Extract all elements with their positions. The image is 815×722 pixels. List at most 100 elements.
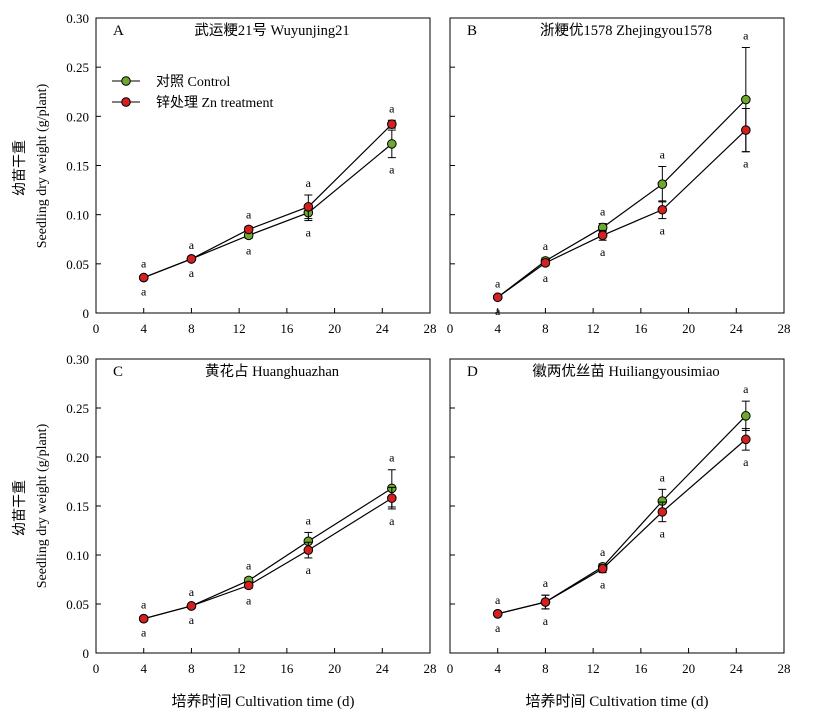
data-point (657, 204, 668, 215)
y-tick-label: 0.10 (66, 548, 89, 563)
data-point (138, 613, 149, 624)
x-tick-label: 28 (424, 321, 437, 336)
significance-letter: a (306, 176, 312, 190)
panels-group: 0 4 8 12 16 20 24 28 0 0.05 0.10 0.15 0.20 0.25 0.30 A 武… (66, 11, 790, 676)
panel-b-title: 浙粳优1578 Zhejingyou1578 (540, 22, 712, 39)
x-tick-label: 16 (280, 321, 294, 336)
x-tick-label: 12 (587, 321, 600, 336)
data-point (597, 563, 608, 574)
x-tick-label: 20 (682, 321, 695, 336)
series-control (138, 129, 397, 283)
series-line (143, 143, 393, 279)
significance-letter: a (246, 243, 252, 257)
significance-letter: a (389, 101, 395, 115)
panel-c-title: 黄花占 Huanghuazhan (205, 363, 340, 380)
significance-letter: a (141, 598, 147, 612)
panel-a-letter: A (113, 23, 124, 39)
x-tick-label: 12 (587, 661, 600, 676)
y-tick-label: 0.10 (66, 208, 89, 223)
significance-letter: a (743, 455, 749, 469)
x-tick-label: 8 (542, 661, 549, 676)
data-point (243, 580, 254, 591)
data-point (492, 609, 503, 619)
x-tick-label: 0 (447, 661, 454, 676)
panel-a: 0 4 8 12 16 20 24 28 0 0.05 0.10 0.15 0.20 0.25 0.30 A 武… (66, 11, 436, 336)
x-tick-label: 20 (682, 661, 695, 676)
y-tick-label: 0.30 (66, 352, 89, 367)
significance-letter: a (660, 147, 666, 161)
y-tick-label: 0.25 (66, 60, 89, 75)
data-point (741, 411, 751, 421)
significance-letter: a (189, 613, 195, 627)
data-point (657, 507, 668, 517)
data-point (492, 292, 503, 303)
series-control (138, 469, 397, 624)
legend-label-zn: 锌处理 Zn treatment (156, 95, 274, 111)
x-axis-label-right: 培养时间 Cultivation time (d) (526, 693, 709, 710)
y-tick-label: 0.15 (66, 159, 89, 174)
series-zn (138, 119, 397, 283)
y-axis-label-cn-bottom: 幼苗干重 (12, 480, 28, 536)
x-tick-label: 28 (778, 661, 791, 676)
data-point (387, 119, 397, 129)
data-point (243, 224, 254, 235)
significance-letter: a (495, 593, 501, 607)
data-point (387, 139, 397, 149)
panel-a-title: 武运粳21号 Wuyunjing21 (194, 22, 349, 39)
significance-letter: a (495, 276, 501, 290)
data-point (303, 202, 314, 212)
legend-marker-zn (121, 97, 131, 107)
data-point (540, 258, 551, 268)
legend-item-control: 对照 Control (112, 74, 230, 90)
y-tick-label: 0.05 (66, 597, 89, 612)
significance-letter: a (743, 157, 749, 171)
x-tick-label: 24 (730, 321, 744, 336)
x-tick-label: 4 (140, 661, 147, 676)
x-tick-label: 12 (233, 321, 246, 336)
y-axis-label-cn-top: 幼苗干重 (12, 140, 28, 196)
x-tick-label: 8 (188, 321, 195, 336)
x-tick-label: 4 (494, 321, 501, 336)
y-tick-label: 0 (83, 646, 90, 661)
y-tick-label: 0.25 (66, 401, 89, 416)
significance-letter: a (660, 527, 666, 541)
series-line (143, 487, 393, 620)
series-control (492, 400, 751, 619)
series-zn (492, 428, 751, 619)
significance-letter: a (389, 163, 395, 177)
significance-letter: a (246, 593, 252, 607)
significance-letter: a (660, 470, 666, 484)
significance-letter: a (743, 29, 749, 43)
panel-d-frame (449, 358, 785, 654)
data-point (387, 493, 397, 503)
x-tick-label: 8 (542, 321, 549, 336)
series-line (143, 123, 393, 279)
panel-b-frame (449, 17, 785, 314)
significance-letter: a (246, 207, 252, 221)
y-tick-label: 0.20 (66, 109, 89, 124)
x-tick-label: 0 (447, 321, 454, 336)
y-tick-label: 0 (83, 306, 90, 321)
x-tick-label: 8 (188, 661, 195, 676)
panel-c-letter: C (113, 364, 123, 380)
significance-letter: a (189, 238, 195, 252)
panel-b-letter: B (467, 23, 477, 39)
data-point (540, 597, 551, 607)
series-line (497, 99, 747, 298)
significance-letter: a (543, 239, 549, 253)
y-tick-label: 0.30 (66, 11, 89, 26)
panel-c: 0 4 8 12 16 20 24 28 0 0.05 0.10 0.15 0.20 0.25 0.30 C 黄… (66, 352, 436, 676)
x-tick-label: 24 (730, 661, 744, 676)
significance-letter: a (189, 266, 195, 280)
y-tick-label: 0.20 (66, 450, 89, 465)
panel-b: 0 4 8 12 16 20 24 28B 浙粳优1578 Zhejingyou1578aaaa… (447, 17, 791, 336)
series-line (497, 415, 747, 615)
x-tick-label: 4 (494, 661, 501, 676)
significance-letter: a (141, 285, 147, 299)
data-point (138, 272, 149, 283)
significance-letter: a (389, 451, 395, 465)
y-axis-label-en-top: Seedling dry weight (g/plant) (35, 83, 50, 248)
x-tick-label: 16 (634, 661, 648, 676)
significance-letter: a (306, 513, 312, 527)
